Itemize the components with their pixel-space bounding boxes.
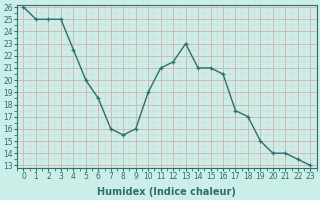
X-axis label: Humidex (Indice chaleur): Humidex (Indice chaleur): [98, 187, 236, 197]
